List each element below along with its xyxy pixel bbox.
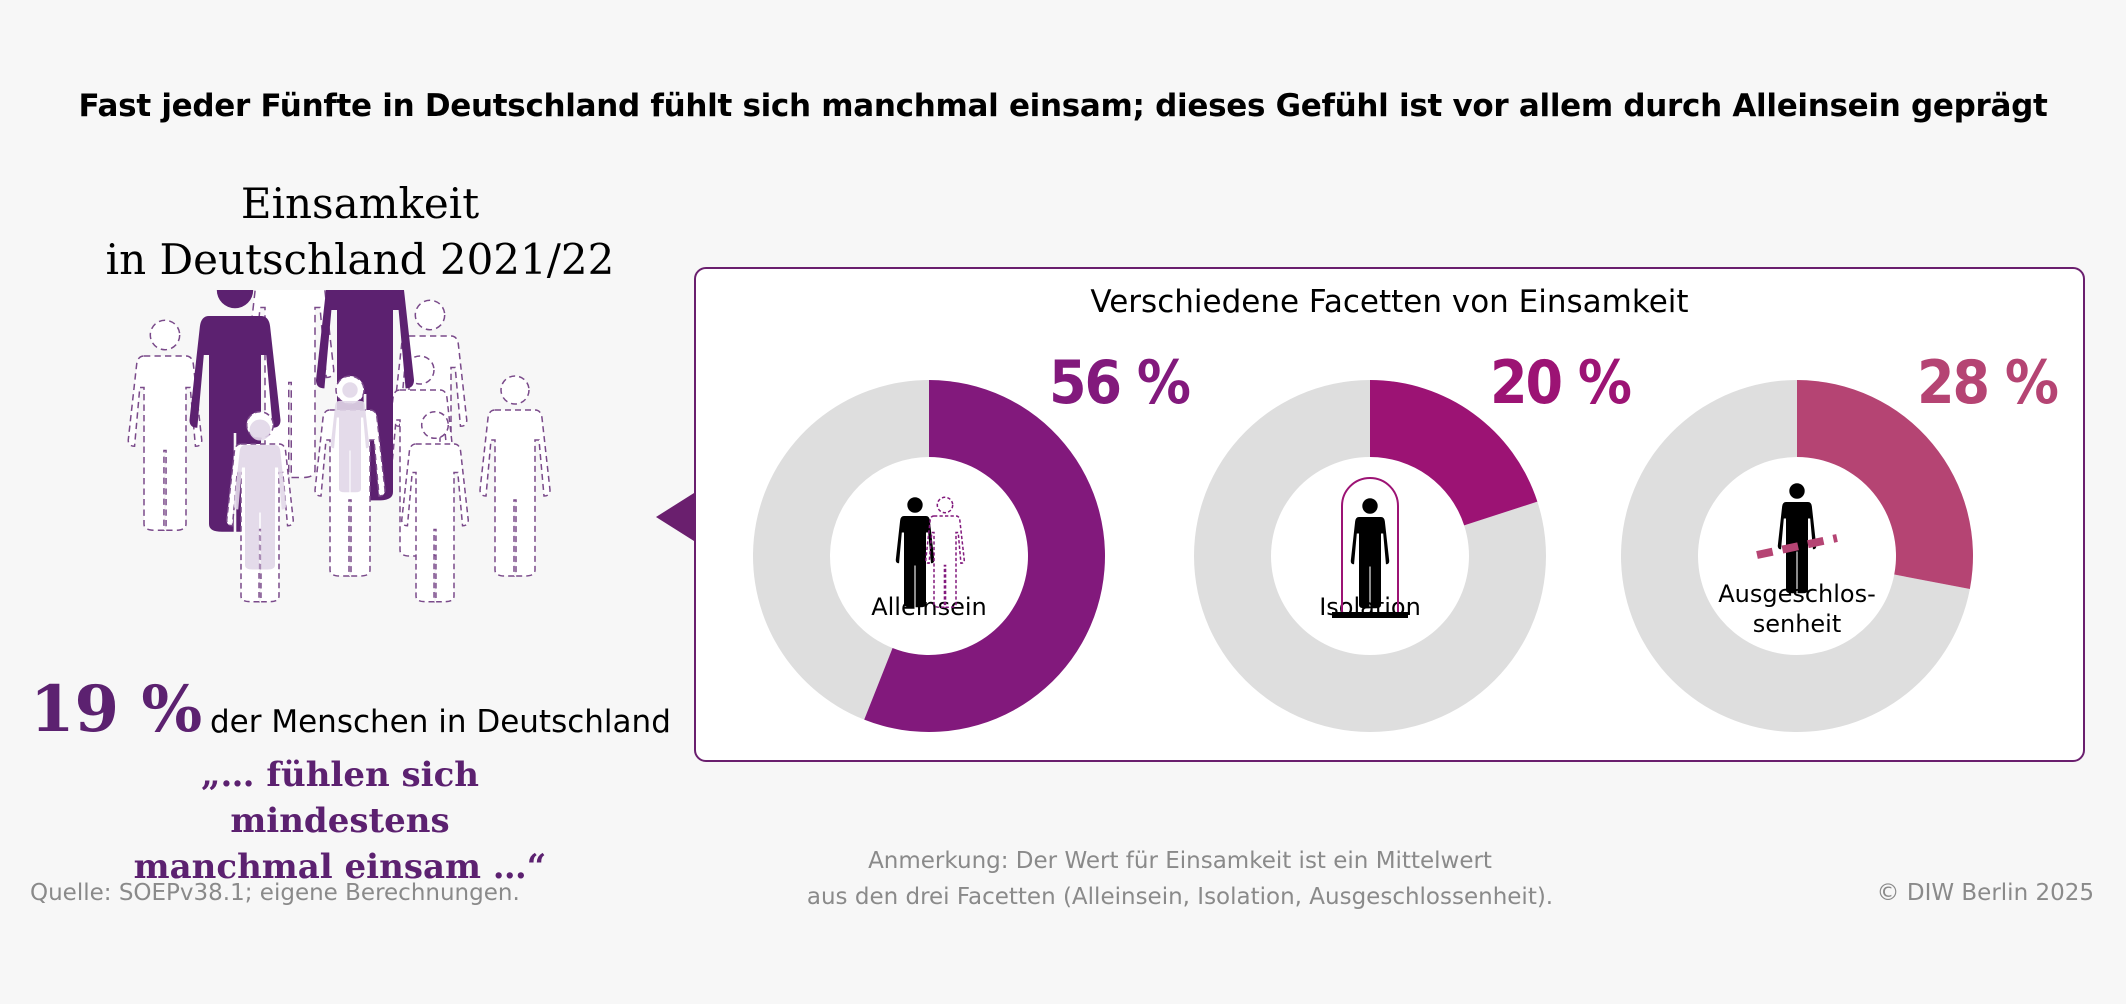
donut-value-label: 28 % <box>1917 348 2058 418</box>
left-title: Einsamkeit in Deutschland 2021/22 <box>60 176 660 288</box>
note-line2: aus den drei Facetten (Alleinsein, Isola… <box>806 884 1554 910</box>
donut-category-label: Alleinsein <box>871 593 987 621</box>
quote: „… fühlen sich mindestens manchmal einsa… <box>100 752 580 890</box>
loneliness-percent-text: der Menschen in Deutschland <box>210 704 671 740</box>
facets-title: Verschiedene Facetten von Einsamkeit <box>1090 284 1689 320</box>
person-icon <box>1350 498 1390 609</box>
headline: Fast jeder Fünfte in Deutschland fühlt s… <box>78 88 2048 124</box>
donut-value-label: 56 % <box>1049 348 1190 418</box>
donut-remainder-segment <box>753 380 929 720</box>
quote-line1: „… fühlen sich mindestens <box>200 755 480 841</box>
donut-remainder-segment <box>1621 380 1970 732</box>
isolated-person-icon <box>1332 477 1408 618</box>
people-illustration <box>127 290 551 603</box>
donut-value-segment-ausgeschlossenheit <box>1797 380 1974 589</box>
outline-person-icon <box>479 375 551 577</box>
person-icon <box>1777 483 1817 594</box>
outline-person-icon <box>225 410 295 603</box>
outline-person-icon <box>314 375 386 577</box>
donut-category-label: senheit <box>1753 610 1842 638</box>
outline-person-icon <box>127 319 203 532</box>
quote-line2: manchmal einsam …“ <box>133 847 547 887</box>
left-title-line2: in Deutschland 2021/22 <box>105 235 615 284</box>
child-person-icon <box>233 419 287 570</box>
alone-person-icon <box>895 496 966 609</box>
absent-person-icon <box>924 496 966 609</box>
source: Quelle: SOEPv38.1; eigene Berechnungen. <box>30 880 520 906</box>
box-pointer <box>656 493 694 541</box>
donut-value-segment-isolation <box>1370 380 1538 526</box>
excluded-person-icon <box>1756 483 1838 594</box>
donut-category-label: Ausgeschlos- <box>1718 580 1876 608</box>
loneliness-percent: 19 % <box>30 672 203 747</box>
child-person-icon <box>330 382 370 493</box>
donut-value-label: 20 % <box>1490 348 1631 418</box>
person-icon <box>895 497 935 608</box>
left-title-line1: Einsamkeit <box>240 179 480 228</box>
note: Anmerkung: Der Wert für Einsamkeit ist e… <box>700 843 1660 915</box>
donut-remainder-segment <box>1194 380 1546 732</box>
outline-person-icon <box>400 410 470 603</box>
note-line1: Anmerkung: Der Wert für Einsamkeit ist e… <box>868 848 1492 874</box>
copyright: © DIW Berlin 2025 <box>1876 880 2094 906</box>
donut-value-segment-alleinsein <box>864 380 1105 732</box>
